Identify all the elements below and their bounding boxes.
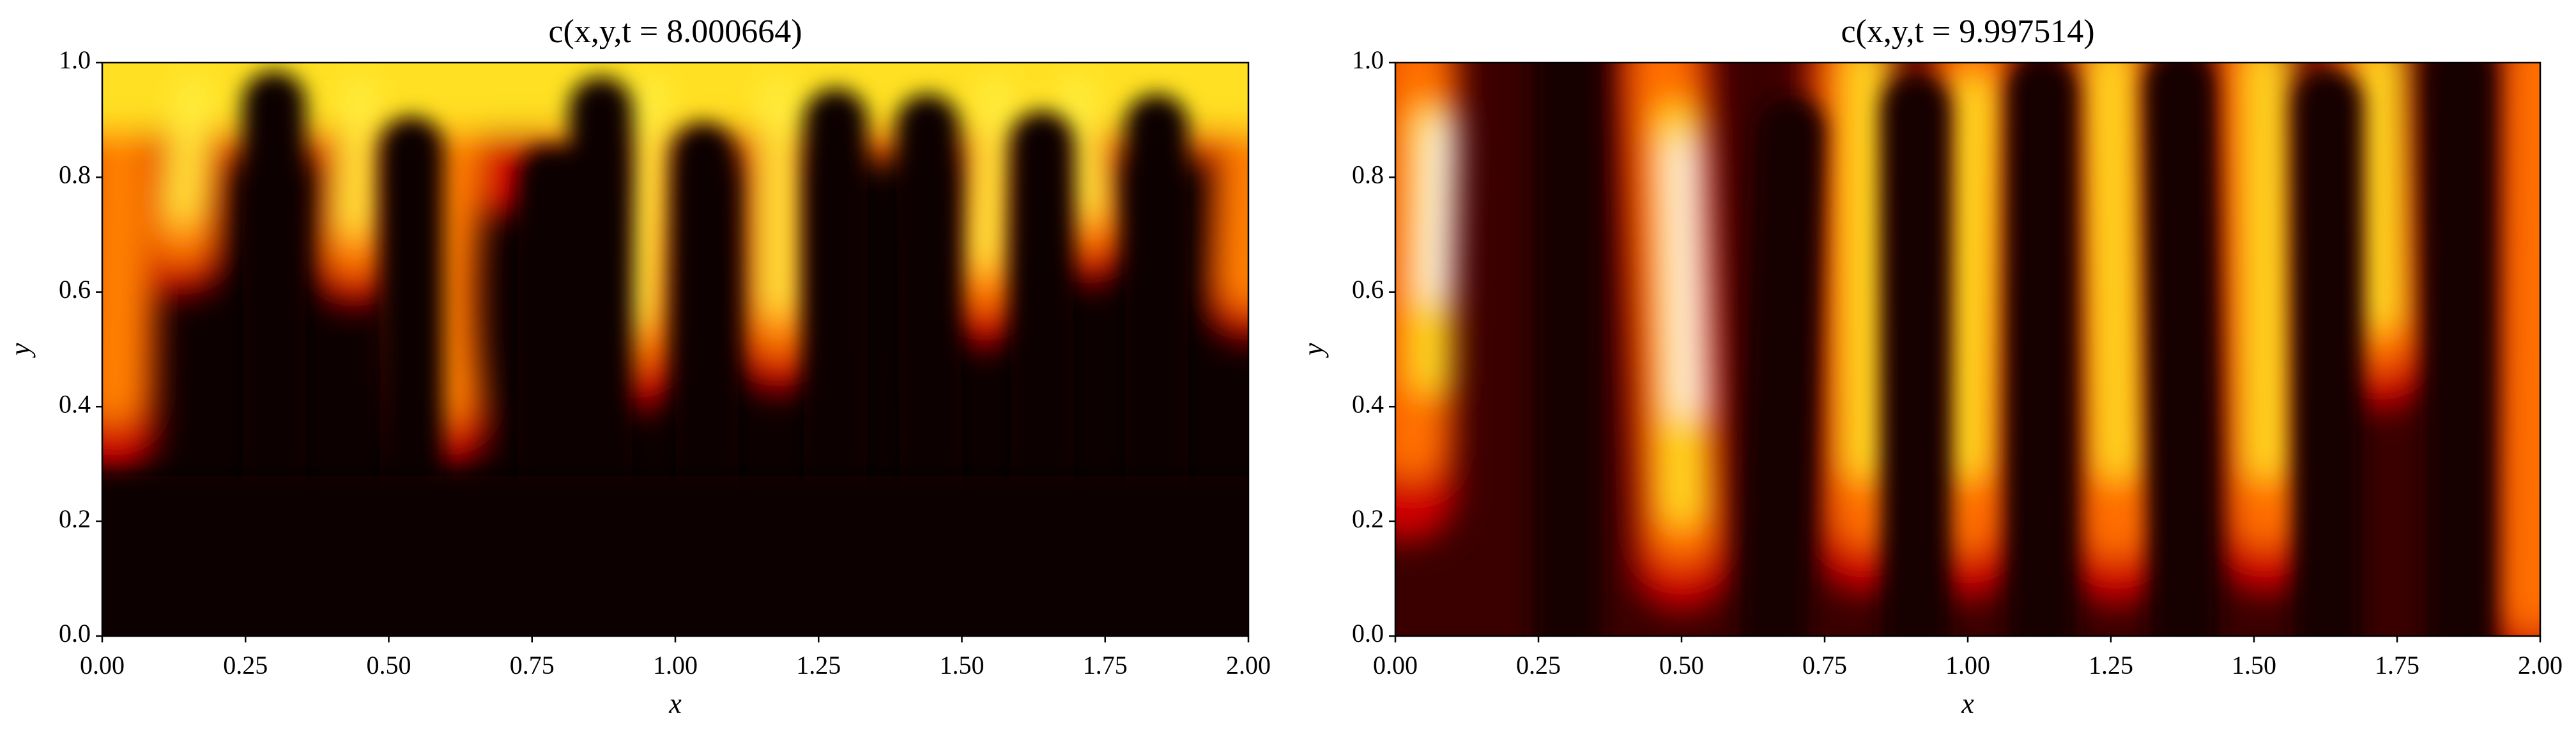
- x-tick-label: 1.75: [1083, 651, 1128, 680]
- y-tick-label: 0.0: [59, 619, 91, 648]
- x-tick-label: 1.00: [1945, 651, 1990, 680]
- x-tick-label: 0.50: [367, 651, 411, 680]
- y-tick-label: 1.0: [59, 45, 91, 74]
- chart-title: c(x,y,t = 8.000664): [548, 13, 802, 50]
- x-tick-label: 1.50: [940, 651, 985, 680]
- y-tick-label: 1.0: [1352, 45, 1384, 74]
- y-tick-label: 0.6: [59, 275, 91, 304]
- y-tick-label: 0.2: [59, 504, 91, 533]
- x-tick-label: 1.25: [2089, 651, 2133, 680]
- y-tick-label: 0.6: [1352, 275, 1384, 304]
- x-tick-label: 1.25: [796, 651, 841, 680]
- chart-title: c(x,y,t = 9.997514): [1841, 13, 2094, 50]
- y-axis-label: y: [1298, 343, 1329, 358]
- x-tick-label: 0.00: [1373, 651, 1418, 680]
- x-tick-label: 0.25: [223, 651, 268, 680]
- x-tick-label: 2.00: [2518, 651, 2563, 680]
- y-tick-label: 0.4: [59, 389, 91, 418]
- x-tick-label: 1.75: [2375, 651, 2419, 680]
- x-axis-label: x: [668, 688, 682, 719]
- y-tick-label: 0.0: [1352, 619, 1384, 648]
- y-tick-label: 0.8: [59, 160, 91, 189]
- x-tick-label: 0.75: [1802, 651, 1847, 680]
- y-tick-label: 0.4: [1352, 389, 1384, 418]
- x-tick-label: 1.00: [653, 651, 698, 680]
- heatmap-image: [102, 63, 1248, 636]
- axes-layer: c(x,y,t = 8.000664) x y 0.00 0.25 0.50 0.75 1.0…: [4, 13, 2563, 719]
- x-tick-label: 0.50: [1659, 651, 1704, 680]
- y-tick-label: 0.8: [1352, 160, 1384, 189]
- y-tick-label: 0.2: [1352, 504, 1384, 533]
- x-axis-label: x: [1961, 688, 1974, 719]
- x-tick-label: 0.00: [80, 651, 125, 680]
- y-axis-label: y: [4, 343, 36, 358]
- heatmap-image: [1395, 63, 2540, 636]
- x-tick-label: 2.00: [1226, 651, 1271, 680]
- x-tick-label: 0.25: [1516, 651, 1561, 680]
- x-tick-label: 1.50: [2232, 651, 2276, 680]
- x-tick-label: 0.75: [510, 651, 555, 680]
